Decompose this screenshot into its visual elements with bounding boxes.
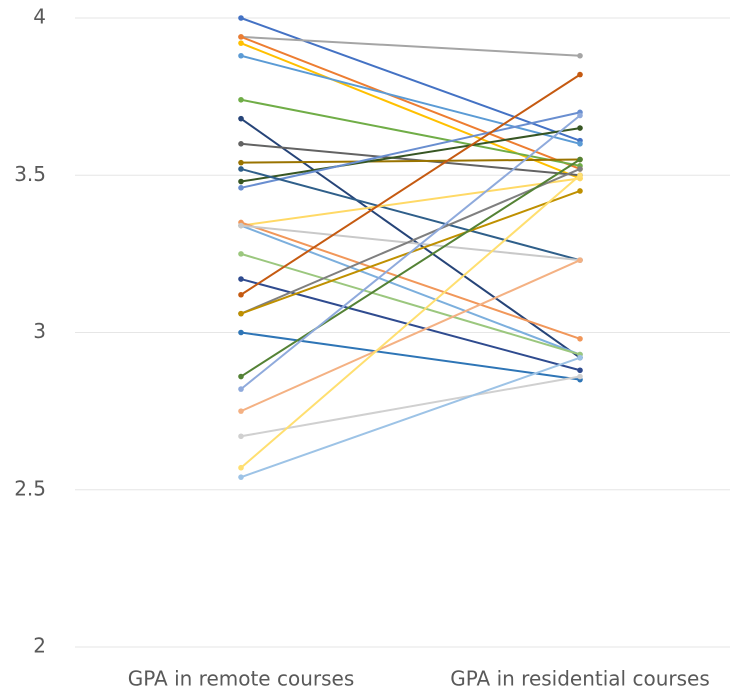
data-point [238, 464, 244, 471]
y-tick-label: 3 [33, 319, 46, 343]
data-point [238, 40, 244, 46]
x-tick-label: GPA in remote courses [128, 667, 355, 691]
data-point [238, 291, 244, 298]
data-point [238, 474, 244, 480]
data-point [577, 71, 583, 78]
data-point [577, 172, 583, 179]
data-point [577, 257, 583, 263]
series-line [240, 158, 581, 378]
data-point [238, 251, 244, 257]
y-tick-label: 4 [33, 5, 46, 29]
series-line [240, 142, 581, 177]
data-point [238, 159, 244, 166]
data-point [238, 329, 244, 336]
series-line [240, 221, 581, 340]
data-point [238, 34, 244, 40]
data-point [577, 373, 583, 380]
series-line [240, 127, 581, 183]
data-point [238, 222, 244, 229]
data-point [238, 310, 244, 317]
series-line [240, 252, 581, 356]
series-line [240, 98, 581, 167]
data-point [238, 52, 244, 59]
series-line [240, 117, 581, 359]
x-tick-label: GPA in residential courses [450, 667, 710, 691]
series-line [240, 356, 581, 479]
data-point [577, 354, 583, 361]
data-point [577, 156, 583, 163]
series-line [240, 42, 581, 180]
data-point [238, 166, 244, 172]
data-point [577, 188, 583, 194]
y-tick-label: 3.5 [14, 162, 46, 186]
series-line [240, 177, 581, 227]
data-point [577, 335, 583, 342]
data-point [238, 276, 244, 282]
data-point [238, 115, 244, 122]
y-tick-label: 2 [33, 634, 46, 658]
data-point [577, 52, 583, 59]
data-point [238, 178, 244, 185]
series-line [240, 174, 581, 469]
series-line [240, 17, 581, 142]
data-point [238, 96, 244, 103]
data-point [577, 112, 583, 119]
series-line [240, 111, 581, 189]
series-line [240, 224, 581, 356]
series-line [240, 167, 581, 262]
data-point [238, 141, 244, 147]
series-line [240, 259, 581, 413]
series-line [240, 168, 581, 315]
series-line [240, 224, 581, 262]
data-point [238, 408, 244, 414]
series-line [240, 375, 581, 438]
series-line [240, 114, 581, 390]
data-point [238, 15, 244, 21]
y-tick-label: 2.5 [14, 476, 46, 500]
data-point [577, 141, 583, 147]
data-point [577, 125, 583, 131]
data-point [238, 433, 244, 440]
series-line [240, 35, 581, 57]
series-line [240, 73, 581, 296]
data-point [238, 185, 244, 191]
data-point [577, 367, 583, 374]
data-point [238, 373, 244, 380]
series-line [240, 54, 581, 145]
data-point [238, 386, 244, 392]
data-point [577, 166, 583, 172]
series-line [240, 35, 581, 170]
